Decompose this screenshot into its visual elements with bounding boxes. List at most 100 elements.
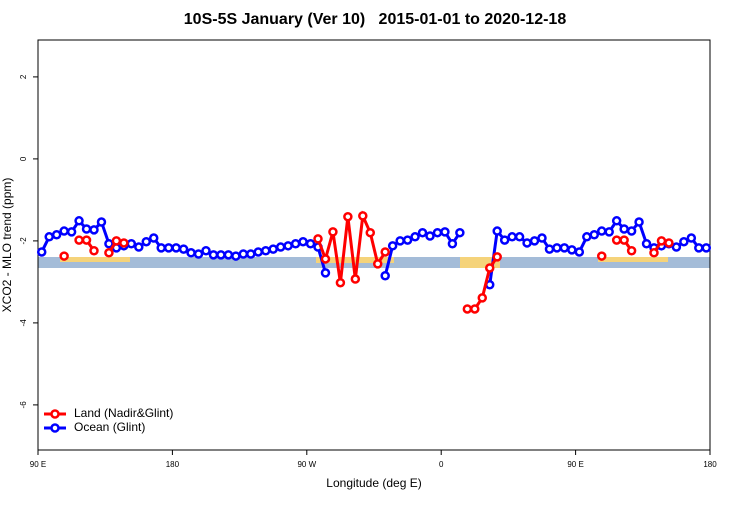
data-point [455,227,465,238]
data-point [111,236,122,246]
data-point [358,211,368,221]
data-point [582,232,592,242]
data-point [186,248,196,258]
data-point [89,245,99,256]
data-point [484,263,495,273]
legend-label: Land (Nadir&Glint) [74,406,173,420]
x-tick-label: 90 E [567,460,583,469]
data-point [268,244,278,254]
data-point [619,235,629,245]
data-point [529,236,540,246]
chart-title: 10S-5S January (Ver 10) 2015-01-01 to 20… [184,11,567,28]
data-point [298,236,308,247]
data-point [432,227,443,238]
data-point [559,243,570,253]
data-point [619,224,629,234]
data-point [596,251,607,261]
data-point [66,227,77,237]
data-point [59,251,69,261]
data-point [574,247,585,257]
y-tick-label: -6 [19,401,28,409]
data-point [649,248,659,258]
legend-marker [50,423,60,433]
data-point [44,232,54,242]
data-point [260,245,271,256]
data-point [626,245,637,256]
data-point [134,242,144,252]
data-point [470,304,480,314]
data-point [96,217,107,227]
data-point [626,226,637,236]
data-point [440,227,450,237]
data-point [305,239,316,249]
data-point [686,233,697,243]
data-point [380,271,390,281]
x-tick-label: 180 [703,460,717,469]
data-point [171,243,181,253]
data-point [343,211,353,222]
data-point [126,239,137,249]
data-point [231,251,241,261]
land-band [316,257,394,263]
data-point [74,216,84,226]
data-point [604,227,614,237]
data-point [694,243,704,253]
data-point [104,239,114,249]
data-point [313,234,323,244]
data-point [507,232,517,242]
data-point [141,236,152,247]
x-tick-label: 0 [439,460,444,469]
data-point [216,250,226,260]
data-point [89,225,99,235]
data-point [156,243,166,253]
data-point [253,247,264,257]
x-tick-label: 90 E [30,460,46,469]
y-tick-label: -4 [19,319,28,327]
data-point [522,238,532,248]
x-axis-label: Longitude (deg E) [326,476,421,490]
data-point [320,268,331,278]
data-point [634,217,644,227]
y-tick-label: 2 [19,74,28,79]
data-point [410,232,420,242]
data-point [320,254,331,264]
data-point [372,259,383,269]
data-point [402,235,413,245]
y-tick-label: -2 [19,237,28,245]
data-point [514,232,525,242]
data-point [462,304,473,314]
data-point [283,241,293,251]
data-point [417,227,428,238]
data-point [246,249,256,259]
data-point [178,244,189,254]
data-point [664,238,674,248]
legend-label: Ocean (Glint) [74,420,145,434]
data-point [537,233,547,243]
data-point [201,245,211,256]
data-point [81,224,92,234]
data-point [447,239,458,249]
data-point [499,235,510,245]
y-axis-label: XCO2 - MLO trend (ppm) [0,178,14,313]
data-point [36,247,47,257]
land-band [60,257,130,262]
data-point [275,242,286,252]
data-point [223,250,234,260]
data-point [679,236,689,247]
x-tick-label: 180 [166,460,180,469]
data-point [544,244,555,254]
data-point [589,230,600,240]
y-tick-label: 0 [19,156,28,161]
data-point [335,277,346,288]
data-point [552,243,562,253]
land-band [460,257,500,268]
data-point [671,242,682,252]
data-point [208,250,219,260]
data-point [656,236,667,246]
data-point [104,248,114,258]
data-point [425,231,435,241]
data-point [328,227,338,237]
data-point [641,239,652,249]
data-point [163,243,174,253]
data-point [701,243,712,253]
